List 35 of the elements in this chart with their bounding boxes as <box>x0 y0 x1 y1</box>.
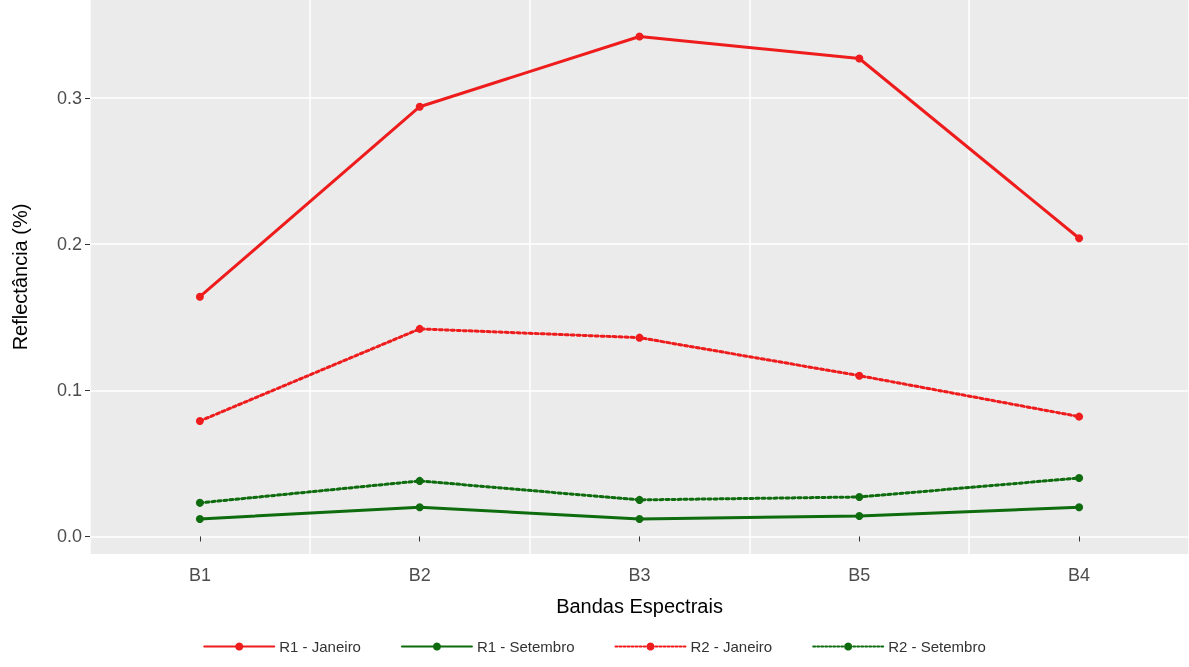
point <box>1075 503 1084 512</box>
x-axis-title: Bandas Espectrais <box>556 595 723 617</box>
point <box>855 54 864 63</box>
x-tick-label: B2 <box>408 565 431 585</box>
legend-label: R1 - Janeiro <box>279 638 361 655</box>
legend-label: R2 - Janeiro <box>690 638 773 655</box>
point <box>415 503 424 512</box>
point <box>635 495 644 504</box>
y-tick-label: 0.0 <box>56 526 82 547</box>
x-tick-label: B4 <box>1068 565 1091 585</box>
point <box>855 512 864 520</box>
point <box>195 292 204 301</box>
x-tick-label: B1 <box>188 565 211 585</box>
y-tick-label: 0.1 <box>56 380 82 401</box>
legend-label: R1 - Setembro <box>476 638 575 655</box>
y-tick-label: 0.2 <box>56 234 82 255</box>
point <box>195 498 204 507</box>
y-tick-label: 0.3 <box>56 87 82 108</box>
point <box>415 476 424 485</box>
point <box>195 514 204 523</box>
point <box>855 492 864 501</box>
point <box>635 32 644 41</box>
point <box>1075 234 1084 243</box>
x-tick-label: B5 <box>848 565 871 585</box>
point <box>1075 412 1084 421</box>
point <box>415 102 424 111</box>
point <box>415 324 424 333</box>
point <box>855 371 864 380</box>
point <box>195 416 204 425</box>
x-tick-label: B3 <box>628 565 651 585</box>
legend-label: R2 - Setembro <box>888 638 986 655</box>
point <box>1075 473 1084 482</box>
y-axis-title: Reflectância (%) <box>9 203 31 351</box>
point <box>635 514 644 523</box>
point <box>635 333 644 342</box>
